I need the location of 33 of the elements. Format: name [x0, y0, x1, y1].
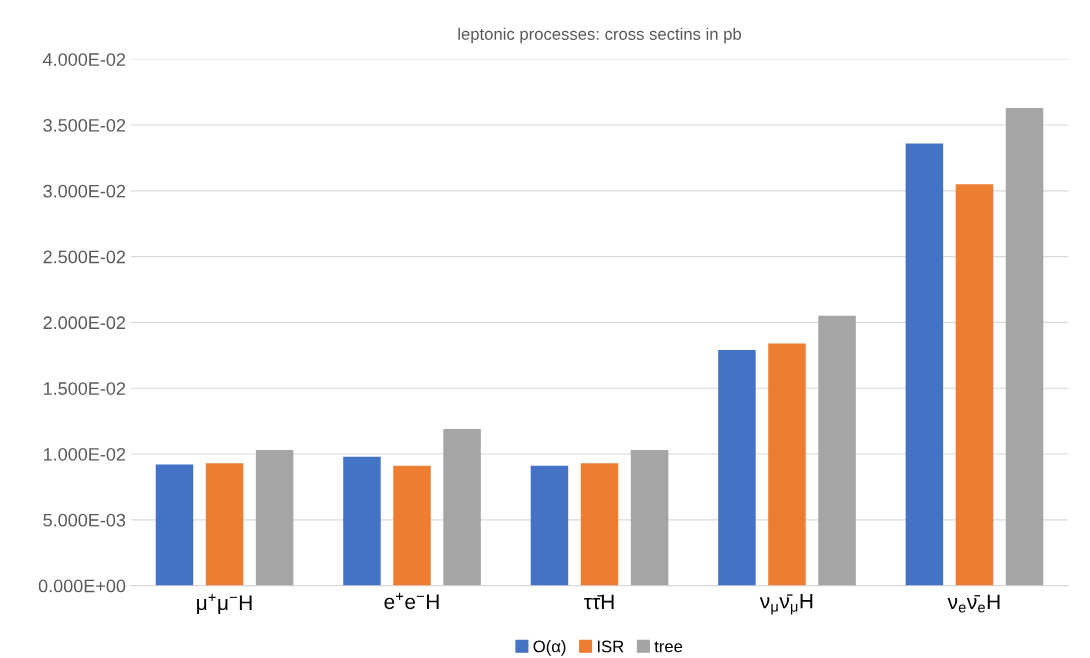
bar: [580, 463, 619, 586]
x-tick-label: μ$^{+}$μ$^{−}$H: [197, 593, 252, 614]
y-tick-label: 3.500E-02: [43, 118, 126, 132]
y-tick-label: 2.500E-02: [43, 250, 126, 264]
bar: [443, 429, 481, 586]
bar: [255, 450, 294, 586]
bar: [1005, 107, 1044, 586]
bar: [155, 464, 194, 586]
bar: [718, 350, 756, 586]
x-tick-label: ττ̄H: [584, 594, 614, 610]
bar: [818, 315, 856, 586]
bar: [530, 465, 569, 586]
y-tick-label: 3.000E-02: [43, 184, 126, 198]
y-tick-label: 5.000E-03: [43, 513, 126, 527]
legend-label: O(α): [533, 640, 566, 656]
bar: [343, 456, 381, 586]
x-tick-label: ν$_{e}$ν̄$_{e}$H: [947, 594, 1000, 613]
bar: [955, 184, 994, 586]
y-tick-label: 4.000E-02: [43, 53, 126, 66]
bar: [905, 143, 944, 586]
y-tick-label: 0.000E+00: [38, 579, 126, 593]
bar: [393, 465, 431, 586]
bar: [768, 343, 806, 586]
bar: [205, 463, 244, 586]
x-tick-label: ν$_{μ}$ν̄$_{μ}$H: [759, 593, 813, 615]
y-tick-label: 1.000E-02: [44, 447, 126, 461]
x-tick-label: e$^{+}$e$^{−}$H: [384, 592, 439, 610]
y-tick-label: 2.000E-02: [43, 316, 126, 330]
legend-label: tree: [654, 641, 683, 653]
chart-title: leptonic processes: cross sectins in pb: [458, 27, 741, 44]
legend-label: ISR: [597, 640, 624, 653]
bar: [630, 450, 669, 586]
y-tick-label: 1.500E-02: [44, 382, 126, 395]
